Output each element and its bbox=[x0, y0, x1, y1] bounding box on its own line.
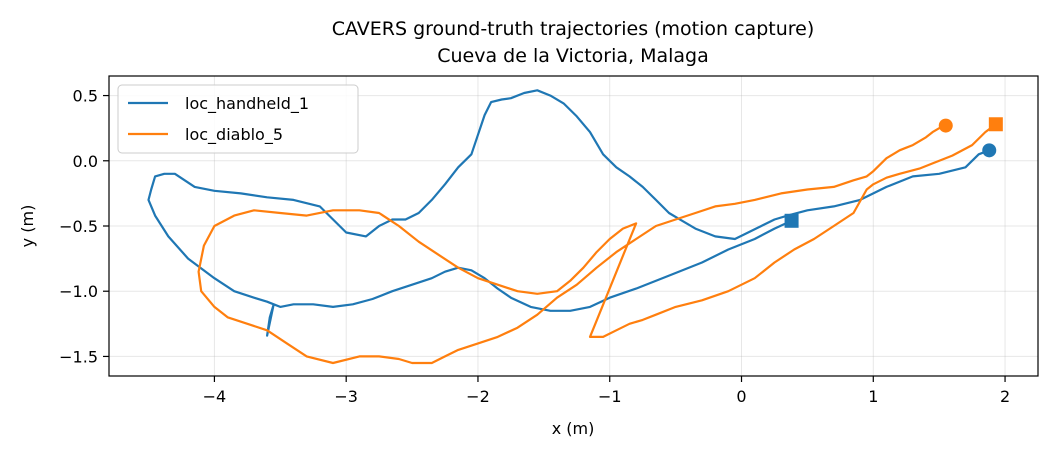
x-axis-label: x (m) bbox=[552, 419, 595, 438]
x-tick-label: −3 bbox=[334, 387, 358, 406]
marker-layer bbox=[784, 117, 1003, 228]
y-axis: −1.5 −1.0 −0.5 0.0 0.5 bbox=[59, 87, 109, 366]
legend-label-diablo: loc_diablo_5 bbox=[185, 125, 283, 145]
series-line-loc_diablo_5 bbox=[197, 123, 997, 365]
x-tick-label: 1 bbox=[868, 387, 878, 406]
x-tick-label: 0 bbox=[736, 387, 746, 406]
series-layer bbox=[147, 89, 997, 365]
y-axis-label: y (m) bbox=[18, 205, 37, 248]
x-tick-label: −1 bbox=[598, 387, 622, 406]
y-tick-label: −1.0 bbox=[59, 282, 98, 301]
y-tick-label: 0.0 bbox=[73, 152, 98, 171]
end-marker-loc_diablo_5 bbox=[938, 118, 953, 133]
x-tick-label: 2 bbox=[1000, 387, 1010, 406]
series-line-loc_handheld_1 bbox=[147, 89, 991, 337]
x-tick-label: −4 bbox=[203, 387, 227, 406]
start-marker-loc_handheld_1 bbox=[784, 213, 799, 228]
y-tick-label: 0.5 bbox=[73, 87, 98, 106]
chart-subtitle: Cueva de la Victoria, Malaga bbox=[437, 45, 709, 67]
y-tick-label: −1.5 bbox=[59, 347, 98, 366]
legend-box bbox=[117, 84, 359, 154]
end-marker-loc_handheld_1 bbox=[982, 143, 997, 158]
legend: loc_handheld_1 loc_diablo_5 bbox=[117, 84, 359, 154]
chart-title: CAVERS ground-truth trajectories (motion… bbox=[332, 18, 815, 40]
x-axis: −4 −3 −2 −1 0 1 2 bbox=[203, 376, 1010, 406]
y-tick-label: −0.5 bbox=[59, 217, 98, 236]
x-tick-label: −2 bbox=[466, 387, 490, 406]
start-marker-loc_diablo_5 bbox=[988, 117, 1003, 132]
legend-label-handheld: loc_handheld_1 bbox=[185, 94, 309, 114]
